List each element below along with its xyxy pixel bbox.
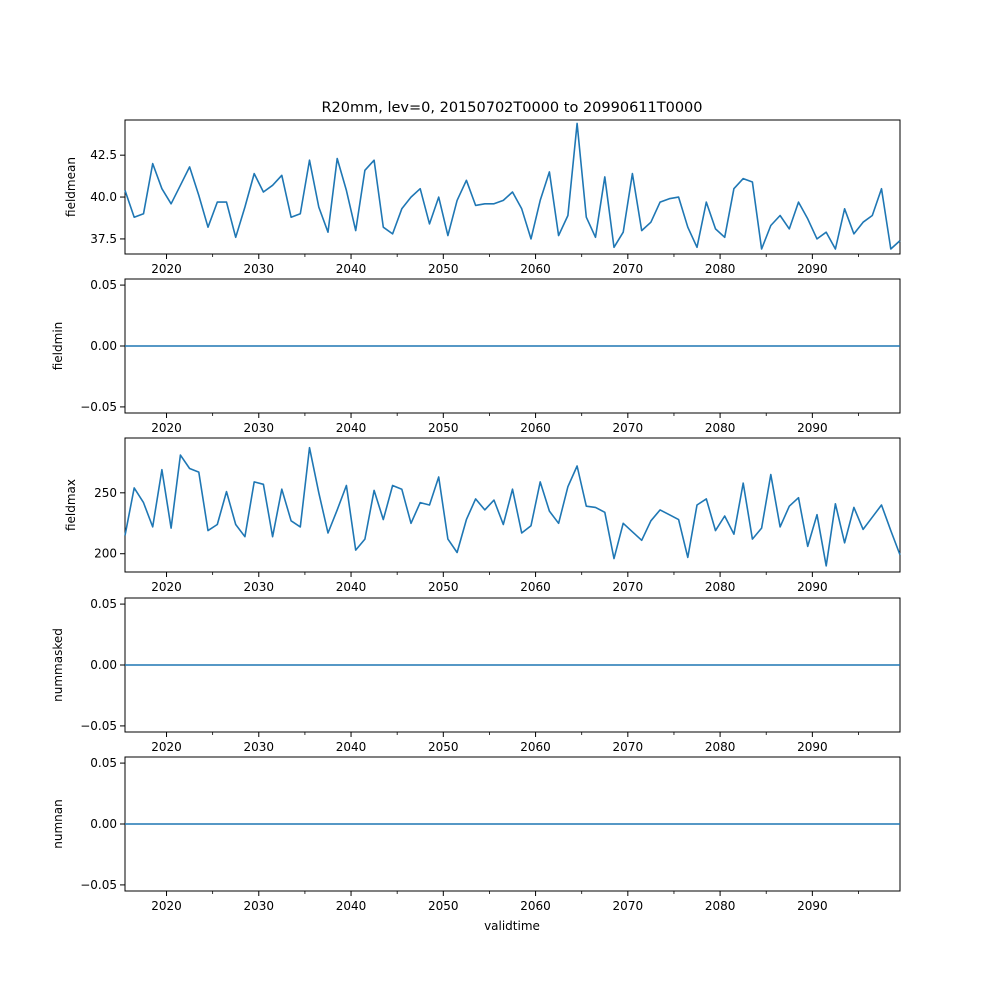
- y-tick-label: 0.00: [90, 658, 117, 672]
- x-tick-label: 2080: [705, 262, 736, 276]
- x-tick-label: 2080: [705, 580, 736, 594]
- x-tick-label: 2030: [244, 421, 275, 435]
- y-axis-label: fieldmin: [51, 322, 65, 371]
- x-axis-label: validtime: [484, 919, 540, 933]
- y-tick-label: 37.5: [90, 232, 117, 246]
- y-axis-label: fieldmean: [64, 157, 78, 217]
- x-tick-label: 2070: [613, 899, 644, 913]
- y-tick-label: 0.05: [90, 756, 117, 770]
- y-tick-label: 0.00: [90, 339, 117, 353]
- x-tick-label: 2080: [705, 899, 736, 913]
- y-tick-label: −0.05: [80, 400, 117, 414]
- y-tick-label: 250: [94, 486, 117, 500]
- x-tick-label: 2070: [613, 421, 644, 435]
- y-tick-label: −0.05: [80, 719, 117, 733]
- x-tick-label: 2020: [151, 580, 182, 594]
- x-tick-label: 2050: [428, 740, 459, 754]
- y-tick-label: 40.0: [90, 190, 117, 204]
- x-tick-label: 2090: [797, 262, 828, 276]
- x-tick-label: 2030: [244, 899, 275, 913]
- x-tick-label: 2030: [244, 740, 275, 754]
- x-tick-label: 2090: [797, 899, 828, 913]
- x-tick-label: 2020: [151, 421, 182, 435]
- x-tick-label: 2020: [151, 262, 182, 276]
- x-tick-label: 2070: [613, 580, 644, 594]
- x-tick-label: 2090: [797, 421, 828, 435]
- x-tick-label: 2040: [336, 899, 367, 913]
- series-line-fieldmax: [124, 446, 901, 567]
- x-tick-label: 2080: [705, 740, 736, 754]
- x-tick-label: 2040: [336, 421, 367, 435]
- y-axis-label: fieldmax: [64, 479, 78, 531]
- x-tick-label: 2090: [797, 740, 828, 754]
- x-tick-label: 2060: [520, 740, 551, 754]
- x-tick-label: 2050: [428, 262, 459, 276]
- y-tick-label: 42.5: [90, 148, 117, 162]
- y-tick-label: 0.05: [90, 597, 117, 611]
- x-tick-label: 2020: [151, 740, 182, 754]
- x-tick-label: 2080: [705, 421, 736, 435]
- x-tick-label: 2090: [797, 580, 828, 594]
- subplot-numnan: 2020 2030 2040 2050 2060 2070 2080 2090 −0.05 0.0…: [51, 756, 901, 913]
- x-tick-label: 2070: [613, 262, 644, 276]
- y-axis-label: nummasked: [51, 628, 65, 702]
- series-line-fieldmean: [124, 122, 901, 250]
- y-tick-label: 0.05: [90, 278, 117, 292]
- axes-frame: [124, 437, 901, 573]
- y-axis-label: numnan: [51, 799, 65, 848]
- y-tick-label: 0.00: [90, 817, 117, 831]
- chart-title: R20mm, lev=0, 20150702T0000 to 20990611T…: [321, 100, 702, 116]
- x-tick-label: 2030: [244, 580, 275, 594]
- x-tick-label: 2050: [428, 899, 459, 913]
- x-tick-label: 2050: [428, 421, 459, 435]
- x-tick-label: 2060: [520, 580, 551, 594]
- x-tick-label: 2050: [428, 580, 459, 594]
- subplot-fieldmax: 2020 2030 2040 2050 2060 2070 2080 2090 200 250 fi…: [64, 437, 901, 594]
- axes-frame: [124, 119, 901, 255]
- y-tick-label: −0.05: [80, 878, 117, 892]
- subplots: 2020 2030 2040 2050 2060 2070 2080 2090 37.5 40.0…: [51, 119, 901, 913]
- x-tick-label: 2060: [520, 262, 551, 276]
- x-tick-label: 2020: [151, 899, 182, 913]
- x-tick-label: 2060: [520, 421, 551, 435]
- subplot-nummasked: 2020 2030 2040 2050 2060 2070 2080 2090 −0.05 0.0…: [51, 597, 901, 754]
- x-tick-label: 2040: [336, 580, 367, 594]
- y-tick-label: 200: [94, 547, 117, 561]
- x-tick-label: 2040: [336, 262, 367, 276]
- subplot-fieldmean: 2020 2030 2040 2050 2060 2070 2080 2090 37.5 40.0…: [64, 119, 901, 276]
- x-tick-label: 2030: [244, 262, 275, 276]
- x-tick-label: 2060: [520, 899, 551, 913]
- subplot-fieldmin: 2020 2030 2040 2050 2060 2070 2080 2090 −0.05 0.0…: [51, 278, 901, 435]
- x-tick-label: 2040: [336, 740, 367, 754]
- x-tick-label: 2070: [613, 740, 644, 754]
